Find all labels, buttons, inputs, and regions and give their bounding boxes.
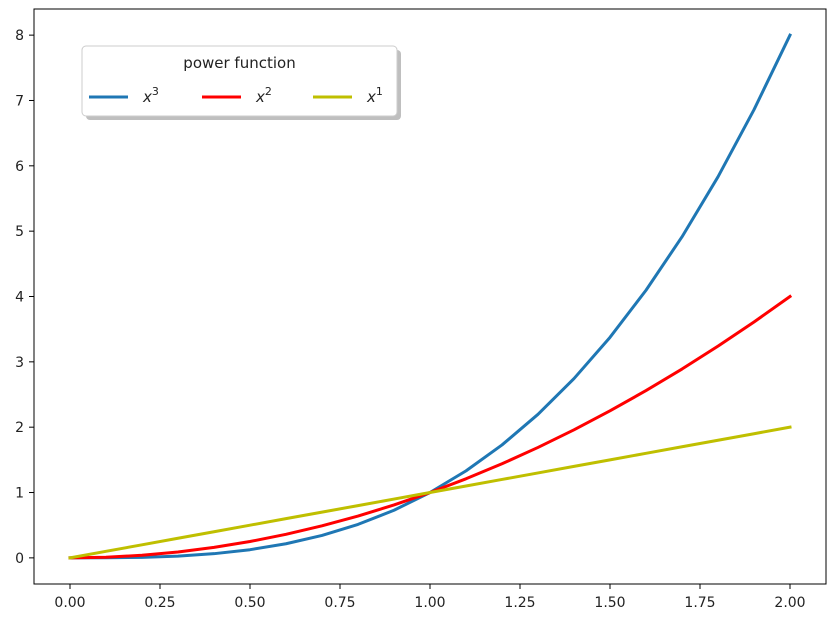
legend-label-3: x1 [366,85,383,106]
y-tick-label: 4 [15,290,24,306]
legend-label-1: x3 [142,85,159,106]
x-axis: 0.00 0.25 0.50 0.75 1.00 1.25 1.50 1.75 2.00 [54,584,806,611]
x-tick-label: 0.25 [144,595,175,611]
series-layer [68,33,793,560]
legend-label-base: x [366,88,376,106]
legend-label-exponent: 2 [265,85,272,98]
legend-label-2: x2 [255,85,272,106]
y-tick-label: 2 [15,420,24,436]
legend-title: power function [183,54,295,72]
y-tick-label: 0 [15,551,24,567]
legend: power function x3 x2 x1 [81,45,401,120]
legend-label-exponent: 1 [376,85,383,98]
x-tick-label: 1.50 [594,595,625,611]
legend-label-base: x [255,88,265,106]
legend-label-exponent: 3 [152,85,159,98]
x-tick-label: 0.50 [234,595,265,611]
x-tick-label: 1.00 [414,595,445,611]
y-tick-label: 1 [15,486,24,502]
x-tick-label: 1.25 [504,595,535,611]
y-tick-label: 6 [15,159,24,175]
y-tick-label: 8 [15,28,24,44]
y-tick-label: 3 [15,355,24,371]
x-tick-label: 1.75 [684,595,715,611]
x-tick-label: 0.00 [54,595,85,611]
y-tick-label: 7 [15,93,24,109]
y-tick-label: 5 [15,224,24,240]
series-line-3 [68,425,792,560]
legend-entries: x3 x2 x1 [89,85,383,106]
x-tick-label: 2.00 [774,595,805,611]
legend-label-base: x [142,88,152,106]
x-tick-label: 0.75 [324,595,355,611]
y-axis: 0 1 2 3 4 5 6 7 8 [15,28,34,567]
